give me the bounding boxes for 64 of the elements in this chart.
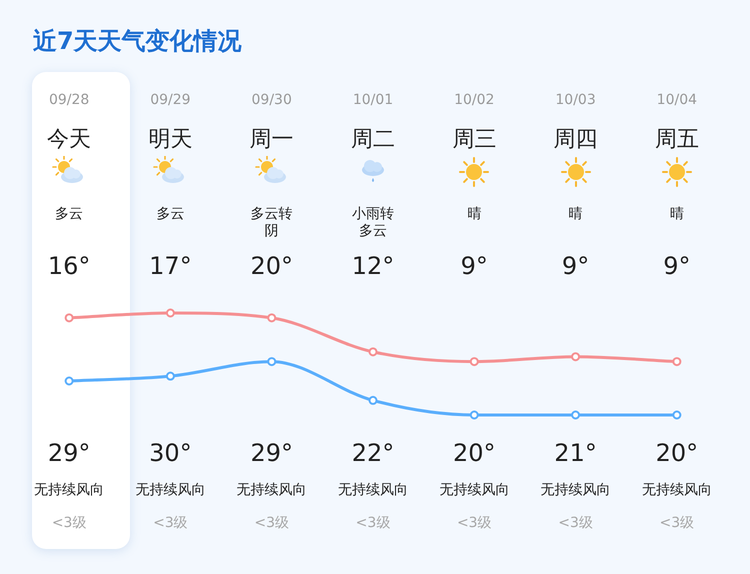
x-tick-label: 10/04 xyxy=(656,92,698,108)
text: 无持续风向 xyxy=(640,481,713,499)
point xyxy=(166,372,175,381)
text: 无持续风向 xyxy=(337,481,409,499)
x-tick-label: 09/30 xyxy=(250,92,293,108)
x-tick-label: 09/29 xyxy=(149,92,192,108)
text: 无持续风向 xyxy=(236,481,308,499)
point xyxy=(368,347,378,356)
point xyxy=(64,313,74,322)
point xyxy=(267,357,276,366)
data-label: 29° xyxy=(250,439,293,468)
text: <3级 xyxy=(253,514,290,532)
text: 无持续风向 xyxy=(33,481,106,499)
point xyxy=(267,313,276,322)
x-tick-label: 10/01 xyxy=(352,92,394,108)
text: <3级 xyxy=(557,514,594,532)
data-label: 20° xyxy=(250,252,293,280)
text: 多云转阴 xyxy=(250,206,294,240)
point xyxy=(470,410,479,420)
text: 周二 xyxy=(350,126,396,154)
text: 明天 xyxy=(147,126,194,154)
data-label: 20° xyxy=(656,439,698,468)
point xyxy=(368,396,378,405)
text: 晴 xyxy=(568,206,584,223)
chart-title: 近7天天气变化情况 xyxy=(33,26,242,57)
text: <3级 xyxy=(456,514,493,532)
x-tick-label: 09/28 xyxy=(48,92,90,108)
text: <3级 xyxy=(152,514,189,532)
point xyxy=(64,376,74,386)
data-label: 9° xyxy=(562,252,590,280)
text: <3级 xyxy=(658,514,696,532)
data-label: 9° xyxy=(663,252,690,280)
data-label: 12° xyxy=(352,252,394,280)
x-tick-label: 10/03 xyxy=(554,92,597,108)
text: 多云 xyxy=(155,206,186,223)
point xyxy=(571,352,580,362)
text: 周一 xyxy=(248,126,295,154)
point xyxy=(672,410,682,420)
data-label: 22° xyxy=(352,439,394,468)
data-label: 21° xyxy=(554,439,597,468)
data-label: 17° xyxy=(149,252,192,280)
point xyxy=(571,410,580,420)
x-tick-label: 10/02 xyxy=(453,92,496,108)
text: 晴 xyxy=(466,206,482,223)
data-label: 16° xyxy=(48,252,90,280)
data-label: 9° xyxy=(460,252,488,280)
text: 无持续风向 xyxy=(438,481,510,499)
point xyxy=(470,357,479,366)
text: <3级 xyxy=(50,514,88,532)
data-label: 29° xyxy=(48,439,90,468)
text: 无持续风向 xyxy=(540,481,612,499)
data-label: 30° xyxy=(149,439,192,468)
text: 周四 xyxy=(552,126,599,154)
text: 今天 xyxy=(46,126,92,154)
text: 无持续风向 xyxy=(134,481,206,499)
text: 多云 xyxy=(54,206,84,223)
point xyxy=(166,308,175,318)
text: <3级 xyxy=(354,514,392,532)
data-label: 20° xyxy=(453,439,496,468)
point xyxy=(672,357,682,366)
text: 周五 xyxy=(654,126,700,154)
text: 小雨转多云 xyxy=(351,206,395,240)
text: 晴 xyxy=(668,206,685,223)
text: 周三 xyxy=(451,126,498,154)
